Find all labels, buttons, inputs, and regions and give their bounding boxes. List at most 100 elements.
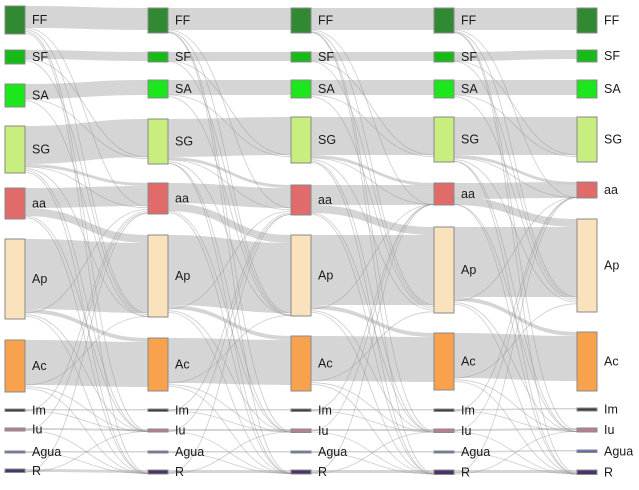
- flow-line-SG-to-R-gap4: [453, 161, 578, 475]
- node-SF-col5[interactable]: [576, 49, 598, 63]
- node-SA-col5[interactable]: [576, 79, 598, 99]
- flow-band-Im-to-Im-gap3: [311, 409, 434, 411]
- flow-line-Ac-to-R-gap1: [24, 388, 149, 474]
- node-FF-col2[interactable]: [147, 7, 169, 34]
- flow-line-SG-to-R-gap3: [310, 162, 435, 475]
- flow-band-FF-to-FF-gap3: [311, 8, 434, 30]
- node-Ap-col2[interactable]: [147, 234, 169, 318]
- node-SF-col2[interactable]: [147, 51, 169, 63]
- node-label-Agua-col4: Agua: [461, 445, 490, 459]
- flow-band-Iu-to-Iu-gap4: [454, 428, 577, 431]
- node-FF-col3[interactable]: [290, 7, 312, 34]
- flow-line-SF-to-SG-gap1: [24, 58, 149, 158]
- node-SA-col4[interactable]: [433, 79, 455, 99]
- node-Ac-col4[interactable]: [433, 332, 455, 391]
- flow-line-Iu-to-R-gap1: [24, 430, 149, 474]
- node-Agua-col3[interactable]: [290, 450, 312, 454]
- node-aa-col5[interactable]: [576, 181, 598, 199]
- node-Agua-col1[interactable]: [4, 450, 26, 454]
- flow-line-FF-to-Ap-gap1: [24, 29, 149, 314]
- flow-line-Ap-to-R-gap3: [310, 312, 435, 475]
- node-SA-col2[interactable]: [147, 79, 169, 99]
- node-Ap-col5[interactable]: [576, 218, 598, 313]
- node-label-SF-col4: SF: [461, 50, 477, 64]
- flow-line-Im-to-Iu-gap4: [453, 410, 578, 432]
- node-SF-col1[interactable]: [4, 49, 26, 65]
- node-Ac-col5[interactable]: [576, 331, 598, 392]
- node-Agua-col4[interactable]: [433, 450, 455, 454]
- flow-band-Agua-to-Agua-gap3: [311, 451, 434, 453]
- node-label-Iu-col5: Iu: [604, 423, 614, 437]
- node-label-Ac-col4: Ac: [461, 355, 476, 369]
- node-Im-col2[interactable]: [147, 408, 169, 412]
- node-label-Im-col1: Im: [32, 403, 46, 417]
- flow-band-Ap-to-Ap-gap3: [311, 235, 434, 305]
- node-Im-col1[interactable]: [4, 408, 26, 412]
- node-aa-col3[interactable]: [290, 184, 312, 216]
- node-Iu-col2[interactable]: [147, 428, 169, 433]
- node-Ap-col4[interactable]: [433, 226, 455, 314]
- flow-band-R-to-R-gap1: [25, 469, 148, 473]
- node-R-col2[interactable]: [147, 469, 169, 475]
- node-label-Im-col2: Im: [175, 403, 189, 417]
- node-R-col4[interactable]: [433, 469, 455, 475]
- flow-line-SG-to-aa-gap1: [24, 166, 149, 209]
- node-R-col1[interactable]: [4, 468, 26, 473]
- node-Iu-col4[interactable]: [433, 428, 455, 433]
- flow-band-R-to-R-gap4: [454, 470, 577, 473]
- node-SG-col4[interactable]: [433, 116, 455, 163]
- flow-band-SG-to-aa-gap2: [168, 157, 291, 188]
- flow-line-Ac-to-Iu-gap2: [167, 384, 292, 433]
- node-Ap-col3[interactable]: [290, 234, 312, 317]
- flow-band-SA-to-SA-gap3: [311, 80, 434, 95]
- node-SA-col1[interactable]: [4, 83, 26, 108]
- node-SA-col3[interactable]: [290, 79, 312, 99]
- node-FF-col4[interactable]: [433, 7, 455, 34]
- flow-line-Agua-to-R-gap1: [24, 452, 149, 474]
- flow-band-FF-to-FF-gap4: [454, 8, 577, 30]
- node-Agua-col2[interactable]: [147, 450, 169, 454]
- flow-line-FF-to-Iu-gap1: [24, 31, 149, 432]
- node-Ac-col2[interactable]: [147, 337, 169, 392]
- flow-band-FF-to-FF-gap2: [168, 8, 291, 30]
- node-Iu-col1[interactable]: [4, 427, 26, 432]
- node-aa-col2[interactable]: [147, 182, 169, 215]
- node-aa-col4[interactable]: [433, 182, 455, 206]
- flow-line-SA-to-Ap-gap4: [453, 96, 578, 301]
- node-Iu-col3[interactable]: [290, 428, 312, 433]
- node-Agua-col5[interactable]: [576, 449, 598, 453]
- flow-line-Iu-to-R-gap2: [167, 431, 292, 474]
- node-label-Agua-col3: Agua: [318, 445, 347, 459]
- node-Im-col4[interactable]: [433, 408, 455, 412]
- node-SF-col4[interactable]: [433, 51, 455, 63]
- node-SG-col2[interactable]: [147, 118, 169, 165]
- node-SG-col1[interactable]: [4, 125, 26, 174]
- node-Ac-col3[interactable]: [290, 335, 312, 392]
- flow-line-SG-to-Iu-gap2: [167, 163, 292, 433]
- node-FF-col1[interactable]: [4, 5, 26, 35]
- node-SF-col3[interactable]: [290, 51, 312, 63]
- flow-line-aa-to-Iu-gap3: [310, 212, 435, 433]
- flow-line-Ac-to-Iu-gap3: [310, 382, 435, 433]
- node-Im-col5[interactable]: [576, 407, 598, 412]
- flow-line-Ac-to-R-gap4: [453, 381, 578, 475]
- node-Im-col3[interactable]: [290, 408, 312, 412]
- node-SG-col5[interactable]: [576, 116, 598, 163]
- flow-band-SF-to-SF-gap4: [454, 50, 577, 61]
- flow-line-Im-to-Iu-gap2: [167, 410, 292, 433]
- node-Iu-col5[interactable]: [576, 427, 598, 433]
- flow-line-SF-to-SG-gap3: [310, 60, 435, 156]
- flow-line-Iu-to-aa-gap2: [167, 214, 292, 432]
- node-Ac-col1[interactable]: [4, 339, 26, 393]
- node-SG-col3[interactable]: [290, 116, 312, 164]
- flow-line-Iu-to-aa-gap1: [24, 212, 149, 431]
- node-R-col3[interactable]: [290, 469, 312, 475]
- node-aa-col1[interactable]: [4, 187, 26, 220]
- node-R-col5[interactable]: [576, 469, 598, 475]
- node-label-SG-col3: SG: [318, 133, 336, 147]
- node-FF-col5[interactable]: [576, 7, 598, 34]
- node-Ap-col1[interactable]: [4, 238, 26, 320]
- flow-line-Im-to-aa-gap3: [310, 204, 435, 411]
- flow-line-SF-to-Ap-gap4: [453, 61, 578, 300]
